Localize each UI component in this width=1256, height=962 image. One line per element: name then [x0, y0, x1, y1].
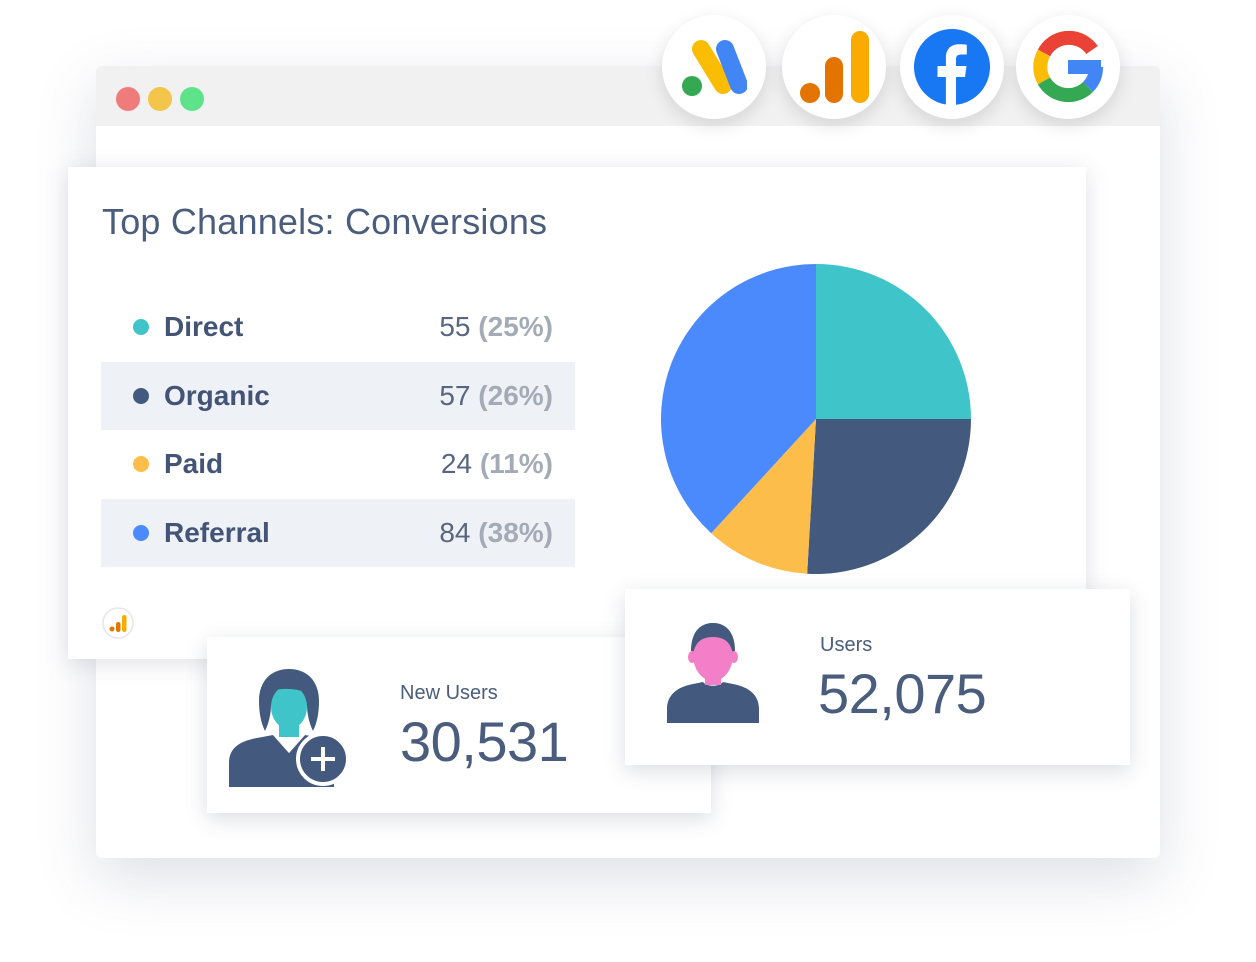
google-analytics-logo[interactable]	[782, 15, 886, 119]
legend-row-direct[interactable]: Direct 55 (25%)	[101, 293, 575, 362]
legend-row-paid[interactable]: Paid 24 (11%)	[101, 430, 575, 499]
legend-count: 84	[439, 516, 471, 548]
legend-dot-referral	[133, 524, 149, 541]
minimize-window-button[interactable]	[148, 87, 172, 111]
conversions-pie-chart	[661, 264, 971, 574]
legend-percent: (38%)	[478, 516, 553, 548]
legend-percent: (11%)	[479, 448, 553, 480]
google-ads-logo[interactable]	[662, 15, 766, 119]
users-label: Users	[820, 634, 873, 656]
legend-value: 55 (25%)	[439, 311, 553, 343]
legend-row-organic[interactable]: Organic 57 (26%)	[101, 361, 575, 430]
legend-label: Organic	[164, 379, 270, 411]
widget-title: Top Channels: Conversions	[102, 201, 548, 242]
legend-value: 57 (26%)	[439, 380, 553, 412]
pie-slice-paid[interactable]	[711, 419, 816, 574]
close-window-button[interactable]	[116, 87, 140, 111]
users-value: 52,075	[818, 662, 987, 725]
facebook-logo[interactable]	[900, 15, 1004, 119]
google-logo[interactable]	[1016, 15, 1120, 119]
pie-slice-referral[interactable]	[661, 264, 816, 534]
legend-dot-direct	[133, 319, 149, 336]
legend-percent: (26%)	[478, 379, 553, 411]
new-users-value: 30,531	[400, 710, 569, 773]
pie-slice-direct[interactable]	[816, 264, 971, 419]
facebook-icon	[914, 29, 990, 105]
user-icon	[667, 623, 759, 723]
legend-label: Direct	[164, 311, 244, 343]
legend-row-referral[interactable]: Referral 84 (38%)	[101, 498, 575, 567]
users-card[interactable]: Users 52,075	[625, 589, 1130, 765]
add-user-icon	[229, 669, 350, 787]
maximize-window-button[interactable]	[180, 87, 204, 111]
legend-count: 55	[439, 311, 471, 343]
legend-value: 24 (11%)	[441, 448, 553, 480]
pie-slice-organic[interactable]	[807, 419, 971, 574]
legend-percent: (25%)	[478, 311, 553, 343]
channel-legend: Direct 55 (25%) Organic 57 (26%) Paid 24…	[101, 293, 575, 567]
legend-label: Referral	[164, 516, 270, 548]
google-analytics-icon	[102, 607, 134, 639]
google-ads-icon	[682, 40, 747, 96]
legend-label: Paid	[164, 448, 224, 480]
google-icon	[1033, 31, 1103, 103]
new-users-label: New Users	[400, 682, 498, 704]
legend-dot-paid	[133, 456, 149, 473]
google-analytics-icon	[800, 31, 869, 103]
top-channels-widget: Top Channels: Conversions Direct 55 (25%…	[68, 167, 1086, 659]
legend-count: 57	[439, 379, 471, 411]
legend-dot-organic	[133, 387, 149, 404]
source-badge	[102, 607, 134, 644]
legend-count: 24	[440, 448, 473, 480]
legend-value: 84 (38%)	[439, 517, 553, 549]
